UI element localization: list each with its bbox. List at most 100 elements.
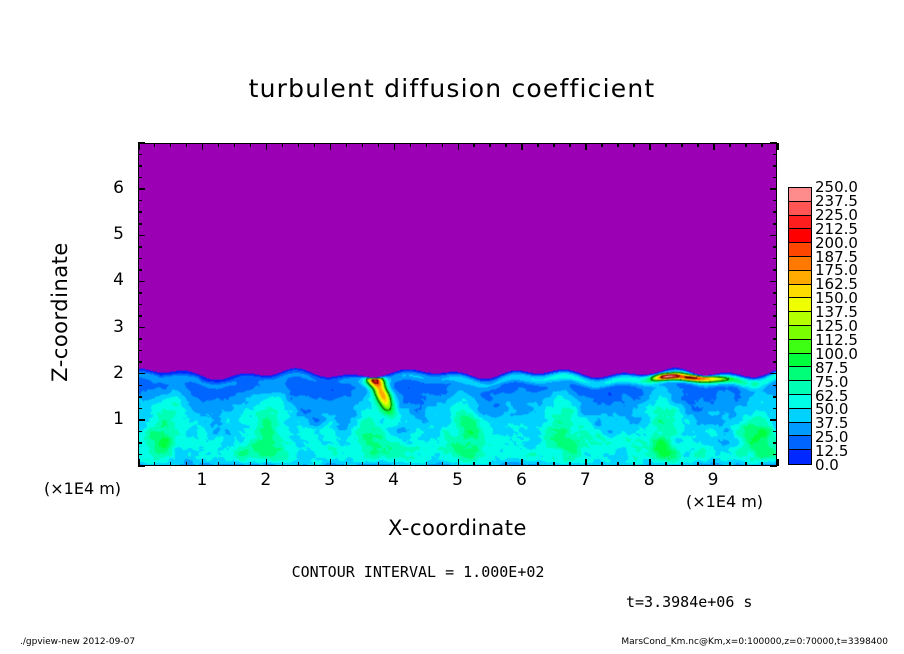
y-tick [138,430,142,433]
contour-field [139,144,776,465]
y-tick-label: 4 [113,270,124,291]
y-tick-right [773,257,777,260]
x-tick-top [633,143,635,147]
x-tick-label: 1 [196,470,208,490]
y-tick [138,188,145,190]
y-tick-right [773,269,777,271]
y-tick [138,223,142,225]
y-tick-right [773,442,777,444]
x-axis-title: X-coordinate [388,516,527,540]
colorbar [788,187,812,465]
y-tick [138,246,142,248]
colorbar-tick-label: 62.5 [815,386,849,405]
y-tick-right [773,396,777,398]
y-tick-right [770,372,777,375]
y-tick-right [773,165,777,167]
colorbar-band [789,201,811,216]
colorbar-band [789,284,811,299]
y-tick [138,211,142,213]
colorbar-tick-label: 137.5 [815,303,858,322]
x-tick [377,462,380,466]
y-tick [138,326,145,329]
y-tick [138,338,142,340]
y-tick-right [773,338,777,340]
x-tick [761,462,763,466]
y-tick-label: 1 [113,408,124,429]
y-tick-right [770,280,777,283]
x-axis-unit-label: (×1E4 m) [686,492,764,511]
y-tick [138,269,142,271]
colorbar-tick-label: 237.5 [815,191,858,210]
time-annotation: t=3.3984e+06 s [626,593,753,611]
x-tick-top [329,143,332,150]
colorbar-band [789,381,811,395]
y-tick [138,419,145,421]
colorbar-tick-label: 150.0 [815,289,858,308]
colorbar-band [789,312,811,326]
x-tick-label: 3 [324,470,336,490]
y-tick-right [773,384,777,386]
x-tick [313,462,316,466]
y-tick [138,315,142,317]
x-tick-top [345,143,348,147]
x-tick-top [249,143,252,147]
y-tick [138,384,142,386]
y-tick-right [773,315,777,317]
x-tick [489,462,491,466]
y-tick-right [770,142,777,144]
colorbar-band [789,215,811,230]
x-tick [393,459,396,466]
y-tick [138,165,142,167]
y-tick-right [773,349,777,352]
y-tick [138,280,145,283]
x-tick-label: 9 [707,470,719,490]
x-tick-label: 7 [579,470,591,490]
x-tick-top [457,143,459,150]
y-tick-right [773,430,777,433]
x-tick-top [201,143,204,150]
x-tick [553,462,555,466]
x-tick-top [185,143,188,147]
colorbar-tick-label: 0.0 [815,456,839,474]
y-tick [138,199,142,202]
x-tick-top [777,143,779,150]
x-tick [249,462,252,466]
x-tick [681,462,683,466]
y-tick [138,349,142,352]
colorbar-tick-label: 87.5 [815,358,849,377]
y-tick [138,234,145,237]
y-tick-label: 6 [113,178,124,199]
x-tick-label: 4 [388,470,399,490]
colorbar-band [789,325,811,340]
colorbar-band [789,243,811,257]
x-tick [425,462,428,466]
colorbar-band [789,298,811,313]
x-tick-label: 8 [643,470,655,490]
y-tick-right [773,223,777,225]
x-tick [745,462,747,466]
z-axis-unit-label: (×1E4 m) [44,479,122,498]
x-tick [649,459,651,466]
y-tick [138,396,142,398]
x-tick [329,459,332,466]
colorbar-band [789,450,811,464]
y-tick-right [773,453,777,456]
x-tick [153,462,156,466]
y-tick [138,442,142,444]
x-tick [345,462,348,466]
x-tick-top [409,143,412,147]
y-tick [138,407,142,410]
x-tick-top [313,143,316,147]
colorbar-band [789,270,811,285]
x-tick [569,462,571,466]
x-tick-top [537,143,539,147]
x-tick-label: 2 [260,470,272,490]
x-tick-top [233,143,236,147]
colorbar-tick-label: 250.0 [815,178,858,196]
y-tick-right [770,419,777,421]
colorbar-tick-label: 112.5 [815,330,858,349]
colorbar-band [789,256,811,271]
colorbar-tick-label: 12.5 [815,442,849,461]
colorbar-band [789,367,811,382]
y-tick-label: 5 [113,224,124,245]
